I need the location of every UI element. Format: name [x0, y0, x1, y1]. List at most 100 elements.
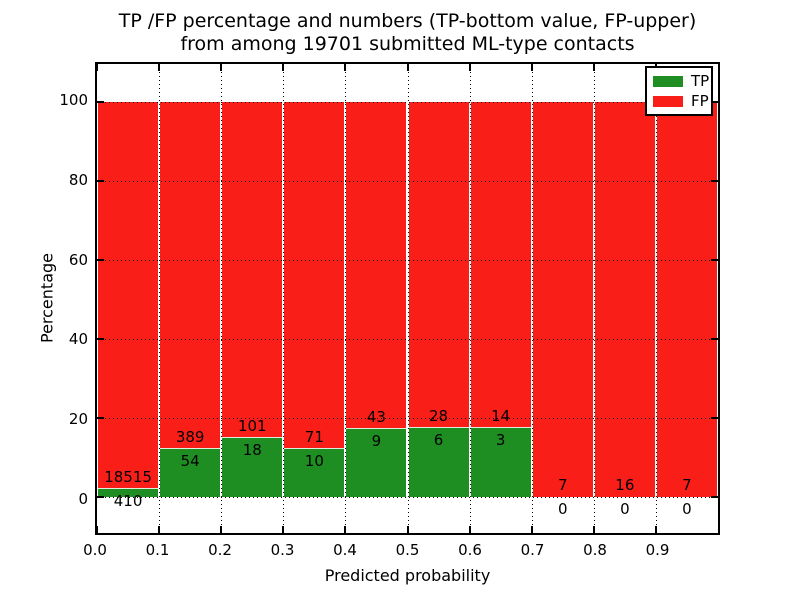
legend-label-fp: FP — [691, 91, 709, 110]
tp-segment — [222, 436, 283, 498]
x-tick-mark — [344, 64, 347, 71]
fp-count-label: 43 — [366, 407, 386, 426]
x-axis-label: Predicted probability — [324, 566, 491, 585]
fp-count-label: 7 — [682, 476, 692, 495]
y-tick-mark — [97, 258, 104, 261]
fp-count-label: 28 — [429, 406, 449, 425]
stacked-bar-bin-0.2 — [222, 101, 283, 498]
x-tick-labels: 0.0 0.1 0.2 0.3 0.4 0.5 0.6 0.7 0.8 0.9 — [83, 541, 720, 561]
y-tick-mark — [97, 100, 104, 103]
stacked-bar-bin-0.5 — [408, 101, 469, 498]
x-tick-mark — [158, 64, 161, 71]
x-tick-mark — [344, 526, 347, 533]
x-tick-mark — [282, 64, 285, 71]
tp-count-label: 410 — [113, 491, 143, 510]
tp-count-label: 9 — [371, 431, 382, 450]
x-tick-mark — [96, 64, 98, 71]
tp-count-label: 10 — [304, 451, 324, 470]
x-tick-mark — [654, 526, 657, 533]
x-tick-label-0.6: 0.6 — [458, 541, 482, 559]
stacked-bar-bin-0.6 — [470, 101, 531, 498]
stacked-bar-bin-0.7 — [532, 101, 593, 498]
tp-count-label: 18 — [242, 440, 262, 459]
x-tick-label-0.7: 0.7 — [520, 541, 545, 559]
y-tick-label-80: 80 — [68, 170, 88, 189]
chart-title-line2: from among 19701 submitted ML-type conta… — [180, 33, 635, 55]
fp-segment — [346, 101, 407, 429]
fp-color-swatch — [653, 95, 683, 107]
tp-count-label: 54 — [180, 452, 200, 471]
y-tick-mark — [711, 338, 718, 341]
legend-entry-fp: FP — [653, 93, 709, 109]
y-tick-mark — [97, 338, 104, 341]
x-tick-mark — [468, 64, 471, 71]
tp-count-label: 0 — [557, 500, 568, 519]
y-tick-mark — [711, 417, 718, 420]
tp-count-label: 0 — [620, 500, 630, 519]
tp-count-label: 6 — [433, 430, 444, 449]
fp-count-label: 71 — [304, 427, 324, 446]
h-gridline-0 — [97, 497, 718, 499]
stacked-bar-bin-0.4 — [346, 101, 407, 498]
y-tick-mark — [711, 179, 718, 182]
x-tick-mark — [592, 64, 595, 71]
x-tick-mark — [220, 64, 223, 71]
x-tick-mark — [282, 526, 285, 533]
fp-segment — [656, 101, 717, 498]
x-tick-mark — [158, 526, 161, 533]
stacked-bar-bin-0.1 — [160, 101, 221, 498]
y-tick-mark — [711, 258, 718, 261]
y-tick-mark — [97, 496, 104, 499]
stacked-bar-bin-0.9 — [656, 101, 717, 498]
fp-count-label: 7 — [557, 476, 568, 495]
y-tick-label-60: 60 — [68, 250, 88, 269]
y-tick-mark — [97, 417, 104, 420]
tp-segment — [408, 426, 469, 498]
tp-segment — [98, 487, 159, 498]
tp-segment — [284, 447, 345, 498]
x-tick-label-0.1: 0.1 — [145, 541, 170, 559]
x-tick-label-0.8: 0.8 — [583, 541, 607, 559]
tp-count-label: 0 — [682, 500, 692, 519]
fp-segment — [470, 101, 531, 427]
x-tick-mark — [530, 526, 533, 533]
x-tick-mark — [96, 526, 98, 533]
legend: TP FP — [645, 66, 713, 116]
tp-color-swatch — [653, 75, 683, 87]
x-tick-mark — [468, 526, 471, 533]
fp-count-label: 101 — [237, 416, 267, 435]
x-tick-mark — [406, 64, 409, 71]
fp-segment — [160, 101, 221, 449]
fp-segment — [98, 101, 159, 488]
chart-title-line1: TP /FP percentage and numbers (TP-bottom… — [118, 10, 697, 32]
legend-entry-tp: TP — [653, 73, 709, 89]
y-tick-label-40: 40 — [68, 330, 88, 349]
x-tick-label-0.4: 0.4 — [333, 541, 357, 559]
fp-segment — [222, 101, 283, 437]
y-tick-label-100: 100 — [59, 90, 88, 109]
tp-segment — [470, 426, 531, 498]
x-tick-mark — [592, 526, 595, 533]
tp-segment — [346, 428, 407, 498]
fp-segment — [594, 101, 655, 498]
stacked-bar-bin-0.0 — [98, 101, 159, 498]
fp-segment — [284, 101, 345, 448]
fp-count-label: 16 — [615, 476, 635, 495]
x-tick-label-0.9: 0.9 — [645, 541, 670, 559]
fp-count-label: 389 — [175, 428, 205, 447]
x-tick-mark — [406, 526, 409, 533]
fp-segment — [532, 101, 593, 498]
plot-area: 18515 410 389 54 101 18 71 10 43 9 28 6 14 3 7 0 16 0 7 0 — [95, 62, 720, 535]
fp-segment — [408, 101, 469, 427]
stacked-bar-bin-0.3 — [284, 101, 345, 498]
x-tick-mark — [530, 64, 533, 71]
y-tick-label-20: 20 — [68, 410, 88, 429]
x-tick-label-0.3: 0.3 — [270, 541, 295, 559]
y-tick-labels: 0 20 40 60 80 100 — [0, 62, 88, 535]
y-tick-mark — [97, 179, 104, 182]
legend-label-tp: TP — [691, 71, 710, 90]
tp-segment — [160, 448, 221, 498]
fp-count-label: 18515 — [104, 467, 152, 486]
tp-count-label: 3 — [495, 430, 506, 449]
